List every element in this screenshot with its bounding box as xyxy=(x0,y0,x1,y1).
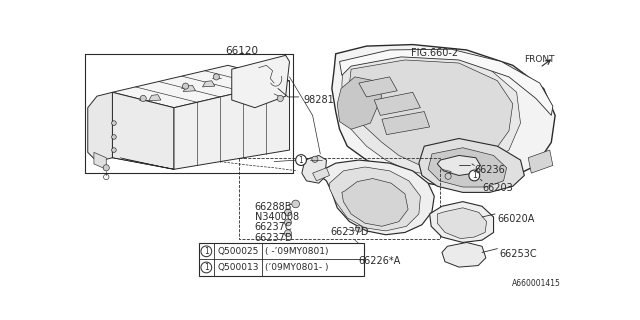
Text: FIG.660-2: FIG.660-2 xyxy=(411,48,458,58)
Polygon shape xyxy=(437,208,486,239)
Circle shape xyxy=(355,225,362,232)
Polygon shape xyxy=(174,81,289,169)
Polygon shape xyxy=(316,160,435,235)
Text: 66288B: 66288B xyxy=(255,202,292,212)
Polygon shape xyxy=(437,156,481,175)
Circle shape xyxy=(182,83,189,89)
Polygon shape xyxy=(120,158,174,169)
Text: 66226*A: 66226*A xyxy=(359,256,401,266)
Circle shape xyxy=(469,170,480,181)
Text: ( -’09MY0801): ( -’09MY0801) xyxy=(265,247,328,256)
Circle shape xyxy=(140,95,147,101)
Circle shape xyxy=(111,135,116,139)
Circle shape xyxy=(201,246,212,257)
Text: 1: 1 xyxy=(204,263,209,272)
Text: 98281: 98281 xyxy=(303,95,334,105)
Circle shape xyxy=(285,219,291,226)
Polygon shape xyxy=(337,77,382,129)
Text: 66237D: 66237D xyxy=(255,233,293,243)
Text: 66120: 66120 xyxy=(225,46,259,56)
Polygon shape xyxy=(330,167,420,231)
Text: Q500025: Q500025 xyxy=(217,247,259,256)
Polygon shape xyxy=(113,65,289,108)
Polygon shape xyxy=(312,168,330,181)
Text: 1: 1 xyxy=(204,247,209,256)
Circle shape xyxy=(213,74,220,80)
Circle shape xyxy=(285,209,291,216)
Text: 66236: 66236 xyxy=(474,165,505,175)
Bar xyxy=(239,158,440,239)
Polygon shape xyxy=(332,44,555,186)
Ellipse shape xyxy=(90,112,100,142)
Bar xyxy=(198,243,364,276)
Text: 66237C: 66237C xyxy=(255,222,292,232)
Circle shape xyxy=(296,155,307,165)
Polygon shape xyxy=(148,95,161,101)
Text: 66020A: 66020A xyxy=(497,214,535,224)
Text: Q500013: Q500013 xyxy=(217,263,259,272)
Circle shape xyxy=(445,173,451,179)
Polygon shape xyxy=(428,148,507,187)
Circle shape xyxy=(292,200,300,208)
Text: A660001415: A660001415 xyxy=(513,279,561,288)
Polygon shape xyxy=(202,81,215,87)
Circle shape xyxy=(277,95,284,101)
Polygon shape xyxy=(419,139,524,192)
Polygon shape xyxy=(442,243,486,267)
Text: 66253C: 66253C xyxy=(500,249,538,259)
Polygon shape xyxy=(183,85,196,92)
Circle shape xyxy=(312,156,318,162)
Circle shape xyxy=(201,262,212,273)
Polygon shape xyxy=(528,150,553,173)
Text: N340008: N340008 xyxy=(255,212,299,222)
Circle shape xyxy=(111,121,116,125)
Text: 1: 1 xyxy=(472,171,477,180)
Polygon shape xyxy=(342,179,408,226)
Polygon shape xyxy=(429,202,493,243)
Polygon shape xyxy=(94,152,106,169)
Circle shape xyxy=(111,148,116,152)
Text: FRONT: FRONT xyxy=(524,55,555,64)
Polygon shape xyxy=(88,92,113,162)
Polygon shape xyxy=(232,55,289,108)
Polygon shape xyxy=(340,49,553,116)
Circle shape xyxy=(285,230,291,237)
Circle shape xyxy=(103,165,109,171)
Polygon shape xyxy=(359,77,397,97)
Polygon shape xyxy=(342,52,520,175)
Polygon shape xyxy=(302,156,326,183)
Polygon shape xyxy=(374,92,420,116)
Polygon shape xyxy=(349,60,513,168)
Text: 66237D: 66237D xyxy=(330,227,369,237)
Text: (’09MY0801- ): (’09MY0801- ) xyxy=(265,263,328,272)
Polygon shape xyxy=(382,112,429,135)
Polygon shape xyxy=(113,92,174,169)
Text: 1: 1 xyxy=(299,156,303,164)
Text: 66203: 66203 xyxy=(482,183,513,193)
